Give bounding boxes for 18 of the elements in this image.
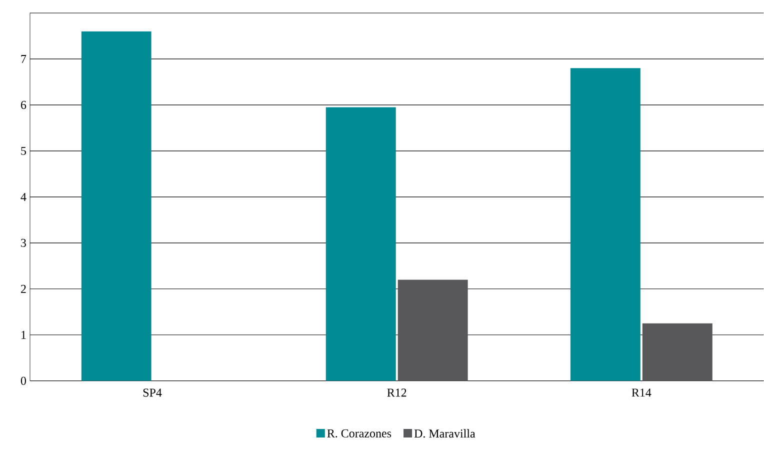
y-tick-label: 5 — [21, 147, 26, 156]
x-tick-label: SP4 — [143, 388, 162, 397]
x-tick-label: R12 — [387, 388, 406, 397]
bar — [570, 68, 640, 381]
legend-label: D. Maravilla — [414, 429, 476, 438]
y-tick-label: 4 — [20, 193, 26, 201]
bar — [81, 31, 152, 381]
bar — [642, 323, 712, 381]
x-tick-label: R14 — [632, 388, 652, 397]
y-tick-label: 0 — [20, 376, 26, 385]
y-tick-label: 6 — [20, 101, 26, 110]
bar — [398, 280, 468, 381]
legend-label: R. Corazones — [327, 429, 392, 438]
y-tick-label: 3 — [21, 238, 26, 248]
y-tick-label: 2 — [21, 285, 26, 293]
bar — [326, 107, 396, 381]
y-tick-label: 7 — [21, 55, 26, 63]
y-tick-label: 1 — [22, 331, 26, 339]
